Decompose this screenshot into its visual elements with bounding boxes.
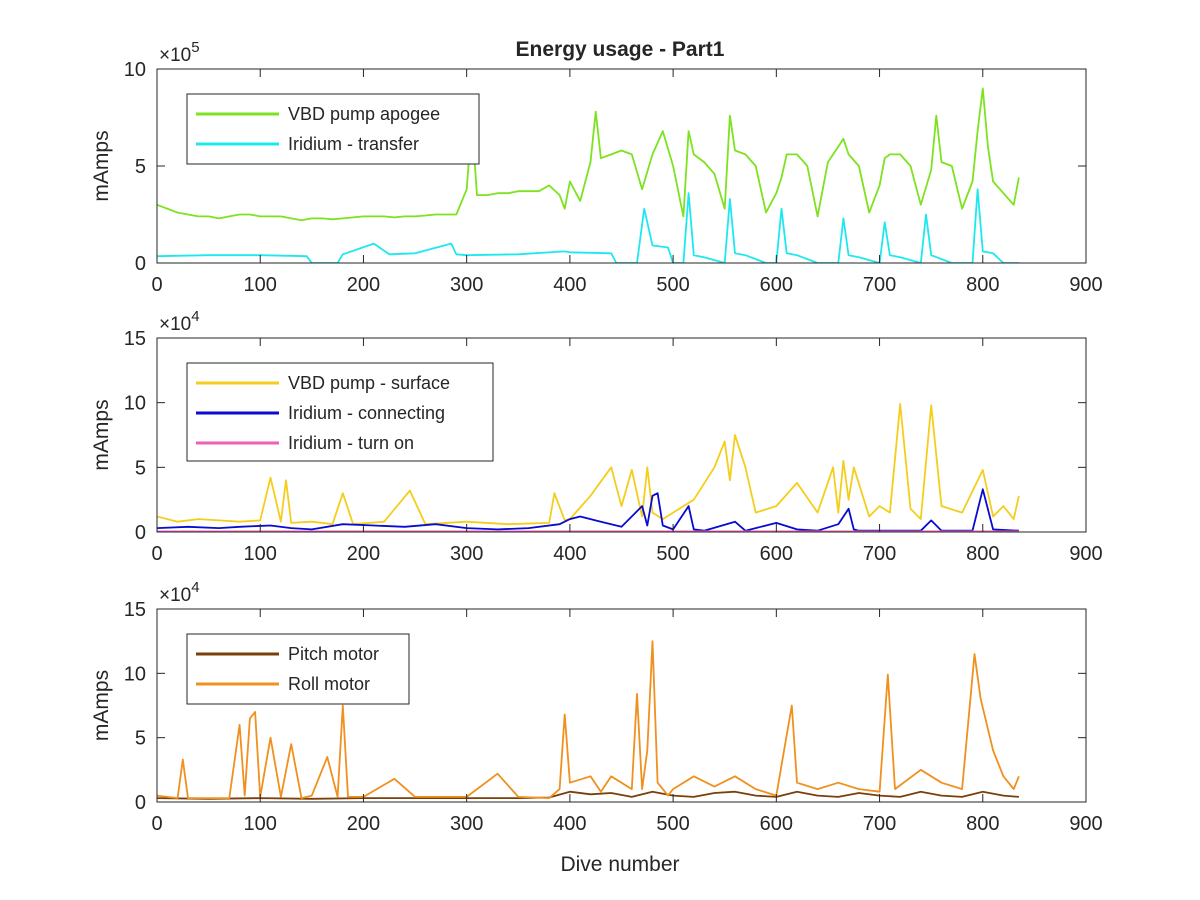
series-line-1: [157, 403, 1020, 526]
axes-box: [156, 337, 1087, 533]
x-tick-label: 300: [450, 274, 483, 296]
subplot-1: 0 100 200 300 400 500 600 700 800 9000510×105mAmp…: [90, 39, 1103, 296]
x-axis-label: Dive number: [560, 853, 679, 876]
x-tick-label: 500: [656, 274, 689, 296]
y-tick-label: 0: [135, 253, 146, 275]
x-tick-label: 500: [656, 543, 689, 565]
y-tick-label: 10: [124, 59, 146, 81]
y-tick-label: 5: [135, 457, 146, 479]
x-tick-label: 700: [863, 274, 896, 296]
x-tick-label: 700: [863, 543, 896, 565]
x-tick-label: 100: [244, 813, 277, 835]
legend-label-1: VBD pump - surface: [288, 373, 450, 393]
y-tick-label: 15: [124, 599, 146, 621]
y-tick-label: 0: [135, 522, 146, 544]
x-tick-label: 600: [760, 274, 793, 296]
series-lines: [157, 87, 1020, 263]
x-tick-label: 200: [347, 813, 380, 835]
legend-label-2: Iridium - connecting: [288, 403, 445, 423]
axes-box: [156, 608, 1087, 803]
y-tick-label: 15: [124, 328, 146, 350]
x-tick-label: 100: [244, 274, 277, 296]
x-tick-label: 400: [553, 543, 586, 565]
y-exponent-power: 5: [191, 39, 199, 56]
legend-box: [186, 93, 480, 165]
x-tick-label: 400: [553, 274, 586, 296]
series-lines: [157, 403, 1020, 532]
x-tick-label: 600: [760, 813, 793, 835]
legend-label-1: Pitch motor: [288, 644, 379, 664]
series-line-2: [157, 640, 1020, 799]
y-tick-label: 0: [135, 792, 146, 814]
x-tick-label: 0: [151, 543, 162, 565]
x-tick-label: 800: [966, 813, 999, 835]
subplot-3: 0 100 200 300 400 500 600 700 800 900051015×104mA…: [90, 579, 1103, 835]
legend-box: [186, 633, 410, 705]
x-tick-label: 600: [760, 543, 793, 565]
x-tick-label: 800: [966, 543, 999, 565]
series-line-2: [157, 188, 1019, 263]
x-tick-label: 200: [347, 543, 380, 565]
x-tick-label: 400: [553, 813, 586, 835]
y-axis-label: mAmps: [90, 130, 113, 201]
legend-label-2: Iridium - transfer: [288, 134, 419, 154]
figure-title: Energy usage - Part1: [516, 38, 725, 61]
legend-label-2: Roll motor: [288, 674, 370, 694]
y-axis-label: mAmps: [90, 670, 113, 741]
x-tick-label: 900: [1069, 274, 1102, 296]
x-tick-label: 100: [244, 543, 277, 565]
legend-label-1: VBD pump apogee: [288, 104, 440, 124]
x-tick-label: 300: [450, 813, 483, 835]
y-tick-label: 5: [135, 156, 146, 178]
x-tick-label: 500: [656, 813, 689, 835]
series-line-1: [157, 87, 1020, 222]
x-tick-label: 0: [151, 813, 162, 835]
legend: VBD pump apogee Iridium - transfer: [186, 93, 480, 165]
y-tick-label: 10: [124, 663, 146, 685]
x-tick-label: 700: [863, 813, 896, 835]
x-tick-label: 200: [347, 274, 380, 296]
legend: Pitch motor Roll motor: [186, 633, 410, 705]
x-tick-label: 300: [450, 543, 483, 565]
subplot-panels: 0 100 200 300 400 500 600 700 800 9000510×105mAmp…: [90, 39, 1103, 835]
y-exponent-power: 4: [191, 308, 199, 325]
y-exponent-power: 4: [191, 579, 199, 596]
x-tick-label: 900: [1069, 543, 1102, 565]
x-tick-label: 0: [151, 274, 162, 296]
x-tick-label: 800: [966, 274, 999, 296]
series-lines: [157, 640, 1020, 800]
legend-label-3: Iridium - turn on: [288, 433, 414, 453]
y-tick-label: 5: [135, 728, 146, 750]
y-axis-label: mAmps: [90, 399, 113, 470]
series-line-1: [157, 790, 1019, 800]
subplot-2: 0 100 200 300 400 500 600 700 800 900051015×104mA…: [90, 308, 1103, 565]
legend: VBD pump - surface Iridium - connecting Ir…: [186, 362, 494, 462]
y-tick-label: 10: [124, 393, 146, 415]
x-tick-label: 900: [1069, 813, 1102, 835]
